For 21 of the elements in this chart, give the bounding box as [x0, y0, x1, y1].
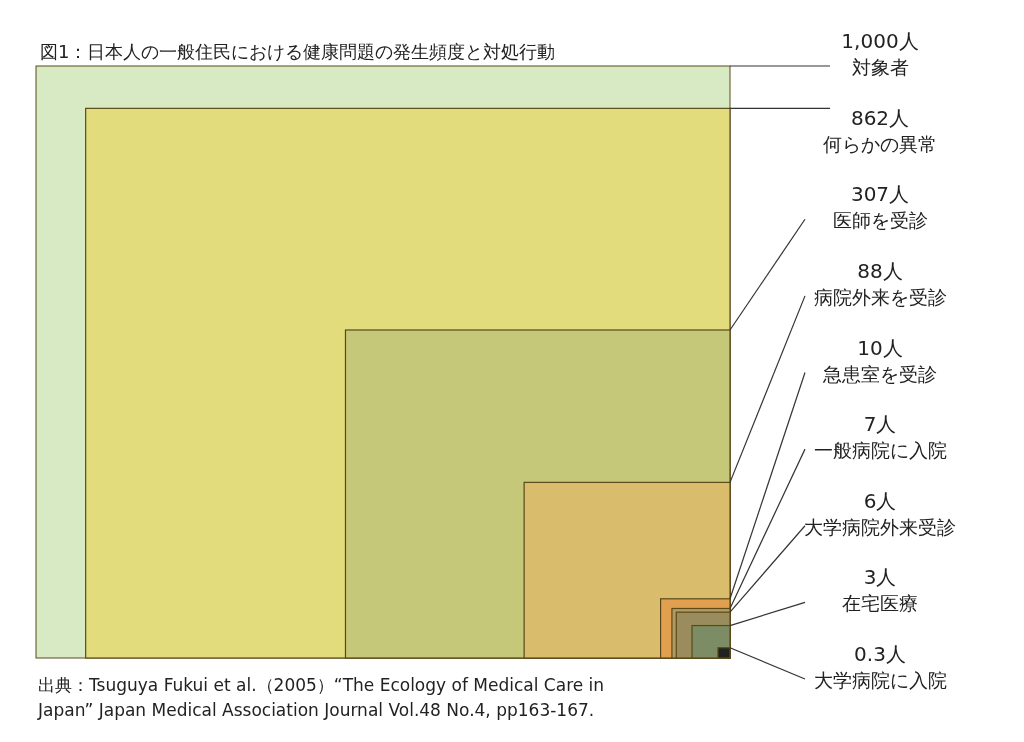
category-label: 医師を受診 [832, 209, 928, 232]
data-label: 88人 [857, 258, 903, 283]
data-label: 307人 [850, 182, 910, 207]
category-label: 大学病院に入院 [813, 669, 947, 691]
source-note: 出典：Tsuguya Fukui et al.（2005）“The Ecology of Medical Care in [38, 675, 605, 695]
text: 図1：日本人の一般住民における健康問題の発生頻度と対処行動 [40, 41, 556, 62]
data-label: 0.3人 [854, 642, 906, 666]
category-label: 対象者 [851, 56, 909, 78]
data-label: 10人 [857, 335, 903, 360]
category-label: 一般病院に入院 [813, 439, 947, 462]
category-label: 在宅医療 [842, 592, 918, 615]
data-label: 6人 [863, 488, 897, 513]
data-label: 1,000人 [841, 29, 919, 53]
data-label: 7人 [863, 412, 897, 437]
category-label: 急患室を受診 [822, 362, 937, 385]
data-label: 3人 [863, 565, 897, 590]
category-label: 大学病院外来受診 [804, 515, 956, 538]
text: Japan” Japan Medical Association Journal Vol.48 No.4, pp163-167. [37, 700, 595, 720]
data-label: 862人 [850, 105, 910, 130]
category-label: 何らかの異常 [823, 132, 937, 155]
category-label: 病院外来を受診 [813, 285, 947, 308]
